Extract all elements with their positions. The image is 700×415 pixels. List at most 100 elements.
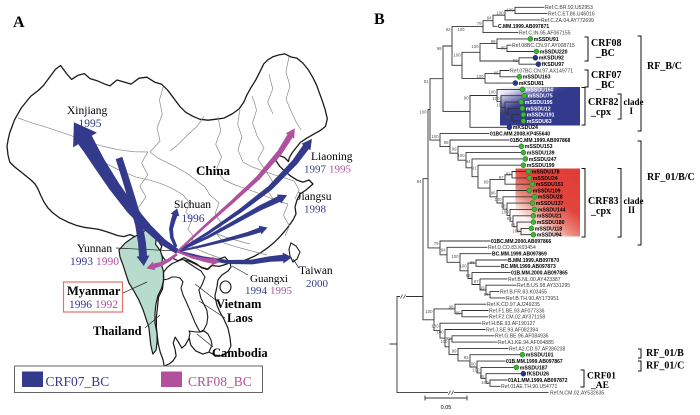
svg-text:100: 100 <box>496 102 504 107</box>
svg-text:95: 95 <box>480 374 485 379</box>
svg-text:Thailand: Thailand <box>93 324 142 338</box>
svg-text:1996: 1996 <box>182 213 205 225</box>
svg-text:79: 79 <box>477 21 482 26</box>
svg-text:mSSDU195: mSSDU195 <box>525 100 553 106</box>
svg-text:98: 98 <box>491 39 496 44</box>
svg-text:Ref.C.ET.86.U46016: Ref.C.ET.86.U46016 <box>548 12 595 18</box>
svg-text:01BC.MM.1999.AB097868: 01BC.MM.1999.AB097868 <box>510 138 571 144</box>
svg-text:Ref.G.BE.96.AF084936: Ref.G.BE.96.AF084936 <box>495 334 549 340</box>
svg-text:Jiangsu: Jiangsu <box>297 191 332 203</box>
svg-text:99: 99 <box>506 115 511 120</box>
svg-text:100: 100 <box>488 90 496 95</box>
svg-text:1995: 1995 <box>270 285 293 297</box>
svg-text:Ref.H.BE.93.AF190127: Ref.H.BE.93.AF190127 <box>482 321 535 327</box>
svg-text:92: 92 <box>513 58 518 63</box>
svg-text:Ref.08BC.CN.97.AY008715: Ref.08BC.CN.97.AY008715 <box>512 43 575 49</box>
svg-text:100: 100 <box>472 368 480 373</box>
svg-text:99: 99 <box>452 349 457 354</box>
svg-text:96: 96 <box>491 191 496 196</box>
svg-text:100: 100 <box>501 210 509 215</box>
svg-text:01BC.MM.2000.AB097866: 01BC.MM.2000.AB097866 <box>491 239 552 245</box>
svg-text:mSSDU220: mSSDU220 <box>540 49 568 55</box>
svg-text:mSSDU137: mSSDU137 <box>536 201 564 207</box>
svg-text:mSSDU75: mSSDU75 <box>528 94 553 100</box>
svg-text:89: 89 <box>456 311 461 316</box>
svg-text:Laos: Laos <box>227 311 253 325</box>
svg-text:99: 99 <box>437 46 442 51</box>
svg-text:91: 91 <box>472 165 477 170</box>
svg-text:Ref.B.TH.90.AY173951: Ref.B.TH.90.AY173951 <box>506 296 559 302</box>
svg-text:Vietnam: Vietnam <box>216 297 262 311</box>
svg-text:RF_01/C: RF_01/C <box>646 361 684 372</box>
svg-text:mSSDU118: mSSDU118 <box>535 226 563 232</box>
svg-text:100: 100 <box>419 110 427 115</box>
svg-text:mSSDU151: mSSDU151 <box>536 182 564 188</box>
svg-text:Ref.B.US.98.AY331295: Ref.B.US.98.AY331295 <box>517 283 570 289</box>
svg-text:97: 97 <box>499 175 504 180</box>
svg-text:100: 100 <box>471 44 479 49</box>
svg-text:Ref.K.CD.97.AJ249235: Ref.K.CD.97.AJ249235 <box>487 302 540 308</box>
svg-text:I: I <box>630 106 634 116</box>
svg-text:100: 100 <box>451 254 459 259</box>
svg-text:94: 94 <box>466 159 471 164</box>
svg-text:mKSDU92: mKSDU92 <box>539 56 564 62</box>
svg-text:mSSDU178: mSSDU178 <box>532 169 560 175</box>
svg-text:100: 100 <box>453 53 461 58</box>
svg-text:86: 86 <box>470 260 475 265</box>
svg-text:CRF08: CRF08 <box>591 38 622 49</box>
svg-text:100: 100 <box>468 361 476 366</box>
svg-text:96: 96 <box>466 273 471 278</box>
svg-text:100: 100 <box>436 330 444 335</box>
svg-text:II: II <box>628 205 636 215</box>
svg-text:Ref.F1.BE.93.AF077336: Ref.F1.BE.93.AF077336 <box>489 308 545 314</box>
svg-text:97: 97 <box>474 279 479 284</box>
svg-text:_BC: _BC <box>595 80 615 91</box>
svg-text:China: China <box>196 163 230 178</box>
svg-text:Ref.C.IN.95.AF067155: Ref.C.IN.95.AF067155 <box>519 31 571 37</box>
svg-text:94: 94 <box>417 179 422 184</box>
svg-text:100: 100 <box>440 339 448 344</box>
svg-text:100: 100 <box>512 229 520 234</box>
svg-text:Myanmar: Myanmar <box>67 284 121 298</box>
svg-text:RF_B/C: RF_B/C <box>647 61 682 72</box>
svg-text:B: B <box>374 11 385 28</box>
svg-text:mSSDU12: mSSDU12 <box>526 106 551 112</box>
svg-text:100: 100 <box>499 109 507 114</box>
svg-text:mSSDU24: mSSDU24 <box>533 176 558 182</box>
svg-text:CRF82: CRF82 <box>588 97 619 108</box>
svg-text:Ref.A2.CD.97.AF286238: Ref.A2.CD.97.AF286238 <box>509 346 566 352</box>
svg-text:mSSDU91: mSSDU91 <box>534 37 559 43</box>
svg-text:BC.MM.1999.AB097869: BC.MM.1999.AB097869 <box>492 252 547 258</box>
svg-text:79: 79 <box>434 241 439 246</box>
svg-text:Ref.C.ZA.04.AY772699: Ref.C.ZA.04.AY772699 <box>541 18 594 24</box>
svg-text:CRF01: CRF01 <box>587 372 616 382</box>
svg-text:100: 100 <box>425 309 433 314</box>
svg-text:100: 100 <box>459 263 467 268</box>
svg-text:fKSDU97: fKSDU97 <box>542 62 564 68</box>
svg-text:01B.MM.1999.AB097867: 01B.MM.1999.AB097867 <box>506 359 563 365</box>
svg-text:CRF08_BC: CRF08_BC <box>188 374 252 389</box>
svg-text:100: 100 <box>494 197 502 202</box>
svg-text:A: A <box>13 14 25 31</box>
svg-text:1990: 1990 <box>96 256 119 268</box>
svg-text:RF_01/B: RF_01/B <box>646 348 684 359</box>
svg-text:94: 94 <box>487 15 492 20</box>
svg-text:100: 100 <box>431 323 439 328</box>
svg-text:mSSDU160: mSSDU160 <box>526 87 554 93</box>
svg-text:_BC: _BC <box>595 48 615 59</box>
svg-text:82: 82 <box>506 172 511 177</box>
svg-text:99: 99 <box>452 147 457 152</box>
svg-text:Ref.07BC.CN.97.AX149771: Ref.07BC.CN.97.AX149771 <box>510 68 573 74</box>
svg-text:mSSDU163: mSSDU163 <box>523 75 551 81</box>
svg-text:1992: 1992 <box>95 299 118 311</box>
svg-text:1997: 1997 <box>304 164 327 176</box>
svg-text:mSSDU94: mSSDU94 <box>537 233 562 239</box>
svg-text:Ref.01AE.TH.90.U54771: Ref.01AE.TH.90.U54771 <box>501 384 558 390</box>
svg-text:Taiwan: Taiwan <box>299 265 333 277</box>
svg-text:mSSDU101: mSSDU101 <box>526 353 554 359</box>
svg-text:_cpx: _cpx <box>590 206 611 217</box>
svg-text:1994: 1994 <box>245 285 268 297</box>
svg-text:Yunnan: Yunnan <box>77 243 112 255</box>
svg-text:81: 81 <box>511 222 516 227</box>
svg-text:1996: 1996 <box>69 299 92 311</box>
